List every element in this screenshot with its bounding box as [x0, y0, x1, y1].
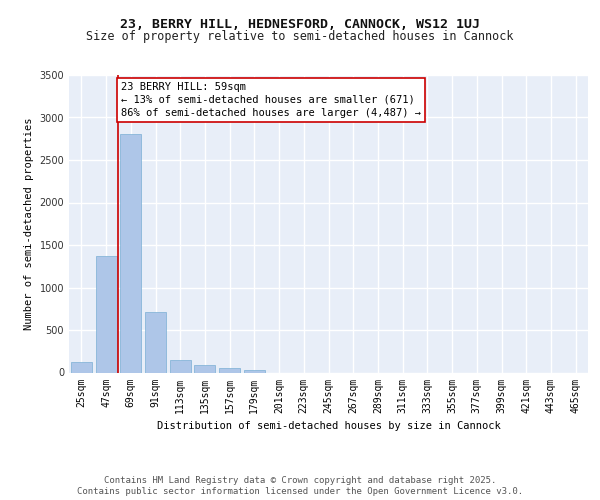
Bar — [194, 365, 215, 372]
Bar — [71, 362, 92, 372]
Bar — [244, 370, 265, 372]
Text: Contains HM Land Registry data © Crown copyright and database right 2025.: Contains HM Land Registry data © Crown c… — [104, 476, 496, 485]
Text: 23 BERRY HILL: 59sqm
← 13% of semi-detached houses are smaller (671)
86% of semi: 23 BERRY HILL: 59sqm ← 13% of semi-detac… — [121, 82, 421, 118]
X-axis label: Distribution of semi-detached houses by size in Cannock: Distribution of semi-detached houses by … — [157, 421, 500, 431]
Text: Size of property relative to semi-detached houses in Cannock: Size of property relative to semi-detach… — [86, 30, 514, 43]
Bar — [170, 360, 191, 372]
Y-axis label: Number of semi-detached properties: Number of semi-detached properties — [24, 118, 34, 330]
Text: 23, BERRY HILL, HEDNESFORD, CANNOCK, WS12 1UJ: 23, BERRY HILL, HEDNESFORD, CANNOCK, WS1… — [120, 18, 480, 30]
Bar — [219, 368, 240, 372]
Text: Contains public sector information licensed under the Open Government Licence v3: Contains public sector information licen… — [77, 487, 523, 496]
Bar — [145, 312, 166, 372]
Bar — [120, 134, 141, 372]
Bar — [95, 256, 116, 372]
